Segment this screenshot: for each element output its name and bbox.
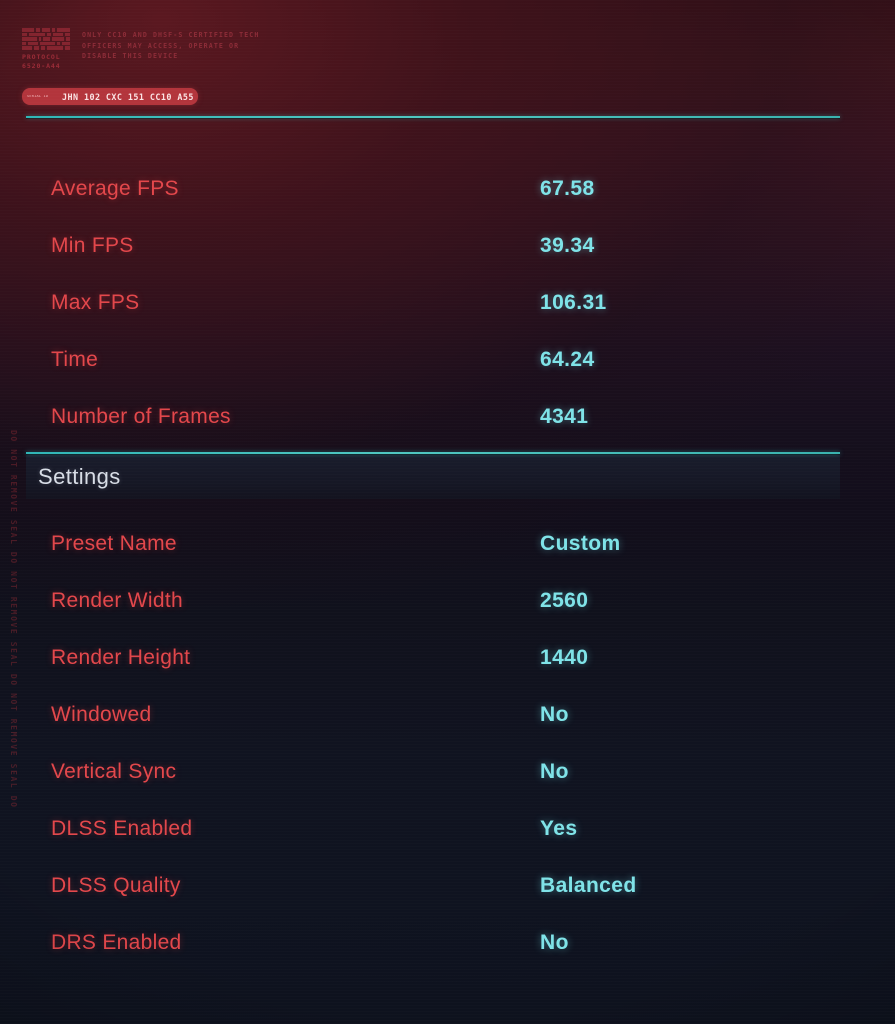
barcode-logo-icon xyxy=(22,28,71,50)
logo-caption-line1: PROTOCOL xyxy=(22,53,61,61)
logo-bar-segment xyxy=(29,32,45,37)
setting-row: DRS Enabled No xyxy=(0,914,895,971)
stats-table: Average FPS 67.58 Min FPS 39.34 Max FPS 106.3… xyxy=(0,160,895,445)
logo-bar-segment xyxy=(64,46,70,50)
logo-bar-segment xyxy=(34,46,40,50)
stat-value: 67.58 xyxy=(540,176,595,200)
logo-caption-line2: 6520-A44 xyxy=(22,61,61,70)
setting-row: Windowed No xyxy=(0,686,895,743)
stat-label: Min FPS xyxy=(51,233,134,257)
setting-label: DRS Enabled xyxy=(51,930,182,954)
stat-row: Number of Frames 4341 xyxy=(0,388,895,445)
settings-table: Preset Name Custom Render Width 2560 Render … xyxy=(0,515,895,971)
stat-label: Average FPS xyxy=(51,176,179,200)
stat-label: Number of Frames xyxy=(51,404,231,428)
divider-settings xyxy=(26,452,840,454)
stat-row: Average FPS 67.58 xyxy=(0,160,895,217)
serial-code-text: JHN 102 CXC 151 CC10 A55 xyxy=(62,91,194,102)
serial-micro-text: SERIAL ID xyxy=(27,94,49,98)
logo-bar-segment xyxy=(56,28,70,32)
stat-label: Time xyxy=(51,347,99,371)
setting-row: Preset Name Custom xyxy=(0,515,895,572)
logo-bar-segment xyxy=(38,37,42,41)
logo-bar-segment xyxy=(22,41,27,46)
warning-line-2: OFFICERS MAY ACCESS, OPERATE OR xyxy=(82,41,240,50)
stat-row: Max FPS 106.31 xyxy=(0,274,895,331)
logo-bar-segment xyxy=(41,46,46,50)
stat-row: Time 64.24 xyxy=(0,331,895,388)
setting-value: No xyxy=(540,930,569,954)
settings-section-header: Settings xyxy=(26,454,840,499)
logo-bar-segment xyxy=(52,37,65,41)
logo-bar-segment xyxy=(36,28,40,32)
setting-value: Yes xyxy=(540,816,578,840)
logo-bar-row xyxy=(22,32,70,37)
logo-bar-segment xyxy=(52,32,63,37)
setting-row: Render Width 2560 xyxy=(0,572,895,629)
logo-bar-segment xyxy=(22,28,34,32)
stencil-block: PROTOCOL 6520-A44 ONLY CC10 AND DHSF-S C… xyxy=(22,28,842,70)
warning-text: ONLY CC10 AND DHSF-S CERTIFIED TECH OFFI… xyxy=(82,30,259,62)
setting-value: Custom xyxy=(540,531,621,555)
stat-label: Max FPS xyxy=(51,290,140,314)
setting-row: Render Height 1440 xyxy=(0,629,895,686)
warning-line-3: DISABLE THIS DEVICE xyxy=(82,52,179,61)
logo-bar-segment xyxy=(28,41,38,46)
stat-value: 4341 xyxy=(540,404,589,428)
setting-label: Windowed xyxy=(51,702,152,726)
logo-bar-segment xyxy=(22,37,37,41)
logo-bar-segment xyxy=(52,28,55,32)
warning-line-1: ONLY CC10 AND DHSF-S CERTIFIED TECH xyxy=(82,31,260,39)
logo-bar-segment xyxy=(56,41,60,46)
setting-label: Vertical Sync xyxy=(51,759,177,783)
setting-value: No xyxy=(540,702,569,726)
setting-value: Balanced xyxy=(540,873,637,897)
logo-bar-segment xyxy=(39,41,55,46)
serial-badge: SERIAL ID JHN 102 CXC 151 CC10 A55 xyxy=(22,88,198,105)
logo-bar-segment xyxy=(64,32,70,37)
setting-row: Vertical Sync No xyxy=(0,743,895,800)
setting-row: DLSS Quality Balanced xyxy=(0,857,895,914)
logo-bar-segment xyxy=(66,37,71,41)
logo-bar-row xyxy=(22,41,71,46)
logo-bar-segment xyxy=(61,41,71,46)
header-stencil: PROTOCOL 6520-A44 ONLY CC10 AND DHSF-S C… xyxy=(22,28,842,98)
logo-bar-segment xyxy=(46,32,51,37)
logo-bar-segment xyxy=(22,46,33,50)
setting-label: Render Width xyxy=(51,588,183,612)
stat-value: 39.34 xyxy=(540,233,595,257)
setting-label: Render Height xyxy=(51,645,191,669)
setting-value: No xyxy=(540,759,569,783)
stat-value: 64.24 xyxy=(540,347,595,371)
setting-row: DLSS Enabled Yes xyxy=(0,800,895,857)
stat-value: 106.31 xyxy=(540,290,607,314)
settings-section-title: Settings xyxy=(38,463,121,489)
setting-label: DLSS Enabled xyxy=(51,816,193,840)
logo-wrap: PROTOCOL 6520-A44 xyxy=(22,28,71,70)
stat-row: Min FPS 39.34 xyxy=(0,217,895,274)
setting-value: 2560 xyxy=(540,588,589,612)
logo-bar-segment xyxy=(47,46,63,50)
divider-top xyxy=(26,116,840,118)
logo-bar-row xyxy=(22,46,70,50)
logo-caption: PROTOCOL 6520-A44 xyxy=(22,53,70,70)
setting-label: Preset Name xyxy=(51,531,177,555)
logo-bar-segment xyxy=(22,32,28,37)
logo-bar-row xyxy=(22,28,70,32)
setting-label: DLSS Quality xyxy=(51,873,181,897)
logo-bar-row xyxy=(22,37,71,41)
logo-bar-segment xyxy=(43,37,51,41)
logo-bar-segment xyxy=(42,28,50,32)
setting-value: 1440 xyxy=(540,645,589,669)
